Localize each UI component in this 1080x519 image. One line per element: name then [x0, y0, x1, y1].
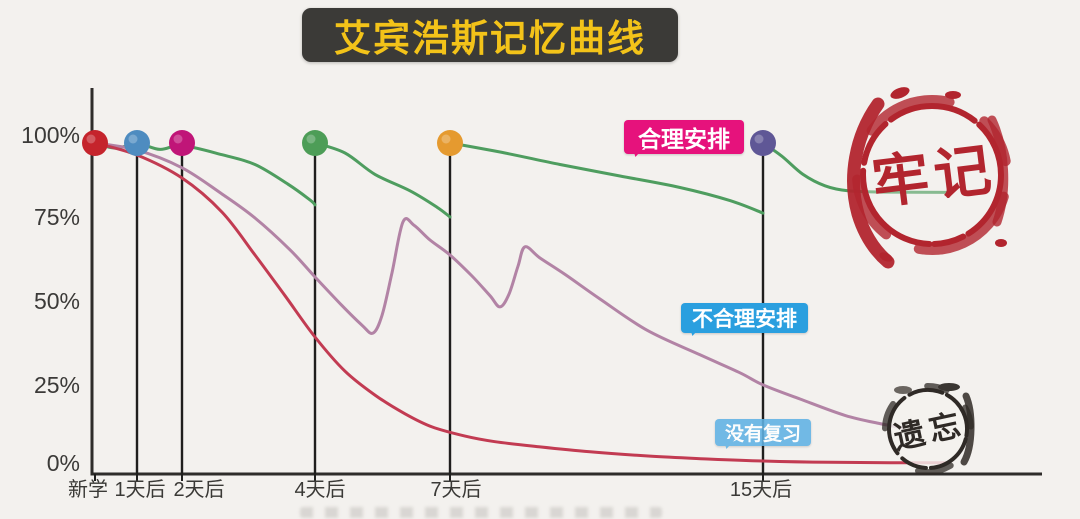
curve-scheduled [761, 141, 950, 194]
callout-no-review: 没有复习 [715, 419, 812, 446]
y-axis-label-50: 50% [33, 288, 80, 314]
review-dot-3 [302, 130, 328, 156]
stamp-remember-splatter [945, 91, 961, 99]
stamp-forget-ring [887, 388, 969, 470]
stamp-forget-splatter [894, 386, 912, 394]
review-dot-highlight [86, 134, 96, 144]
review-dot-1 [124, 130, 150, 156]
stamp-remember-splatter [879, 252, 893, 262]
y-axis-label-25: 25% [33, 372, 80, 398]
curve-unscheduled [93, 141, 904, 430]
stamp-forget-brush-right [960, 392, 975, 466]
page-title: 艾宾浩斯记忆曲线 [302, 8, 678, 62]
stamp-remember-splatter [995, 239, 1007, 247]
review-dot-highlight [173, 134, 183, 144]
callout-unscheduled-review: 不合理安排 [681, 303, 808, 333]
curve-scheduled [313, 141, 452, 219]
stamp-forget-outer-ring [882, 383, 974, 475]
y-axis-label-100: 100% [21, 122, 80, 148]
review-dot-highlight [754, 134, 764, 144]
review-dot-5 [750, 130, 776, 156]
x-axis-label-day4: 4天后 [294, 479, 346, 501]
review-dot-highlight [306, 134, 316, 144]
plot-area [82, 130, 950, 481]
stamp-remember-splatter [890, 87, 910, 99]
y-axis-label-0: 0% [46, 450, 80, 476]
x-axis-label-day7: 7天后 [430, 479, 482, 501]
stamp-forget-splatter [938, 383, 960, 391]
cutoff-caption-remnant [300, 507, 662, 518]
x-axis-label-new: 新学 [68, 479, 108, 501]
x-axis-label-day1: 1天后 [114, 479, 166, 501]
stamp-forget: 遗忘 [882, 383, 975, 475]
stamp-remember-brush-left [847, 97, 895, 269]
review-dot-2 [169, 130, 195, 156]
curve-scheduled [448, 141, 765, 215]
review-dot-0 [82, 130, 108, 156]
y-axis-label-75: 75% [33, 204, 80, 230]
x-axis-label-day15: 15天后 [729, 479, 793, 501]
review-dot-4 [437, 130, 463, 156]
stamp-remember: 牢记 [847, 87, 1012, 269]
curve-no_review [93, 141, 948, 465]
callout-scheduled-review: 合理安排 [624, 120, 744, 154]
review-dot-highlight [441, 134, 451, 144]
x-axis-label-day2: 2天后 [173, 479, 225, 501]
review-dot-highlight [128, 134, 138, 144]
stamp-remember-brush-right [987, 115, 1009, 227]
stamp-remember-text: 牢记 [869, 138, 1000, 216]
